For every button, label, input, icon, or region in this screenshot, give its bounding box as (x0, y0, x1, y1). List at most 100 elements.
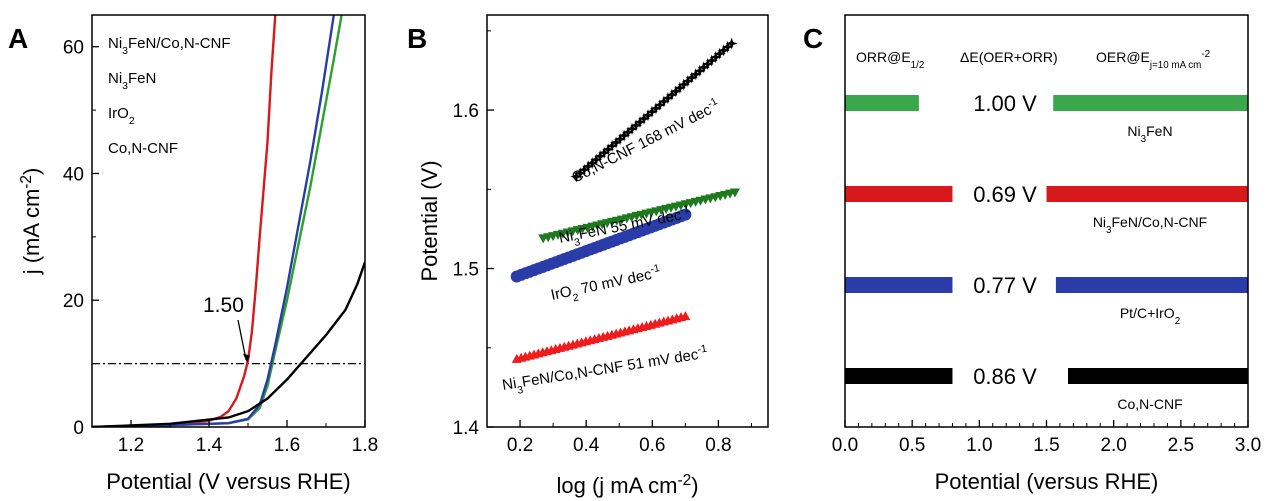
orr-bar (845, 186, 953, 202)
annotation-arrowhead (243, 353, 250, 363)
orr-bar (845, 95, 919, 111)
x-tick-label: 0.0 (832, 435, 858, 456)
x-tick-label: 3.0 (1235, 435, 1261, 456)
data-point (680, 311, 691, 321)
data-point (709, 51, 722, 64)
x-tick-label: 2.0 (1100, 435, 1126, 456)
data-point (626, 122, 639, 135)
data-point (618, 129, 631, 142)
legend-entry: IrO2 (108, 105, 135, 127)
x-tick-label: 0.5 (899, 435, 925, 456)
oer-bar (1053, 95, 1248, 111)
oer-bar (1055, 277, 1248, 293)
data-point (630, 119, 643, 132)
series-label: Co,N-CNF 168 mV dec-1 (568, 95, 722, 186)
legend-entry: Ni3FeN/Co,N-CNF (108, 35, 231, 57)
data-point (697, 61, 710, 74)
data-point (725, 37, 738, 50)
data-point (602, 143, 615, 156)
data-point (578, 163, 591, 176)
y-tick-label: 1.6 (453, 101, 479, 122)
data-point (661, 92, 674, 105)
y-tick-label: 20 (63, 291, 84, 312)
row-label: Ni3FeN/Co,N-CNF (1093, 214, 1207, 236)
series-1 (538, 188, 740, 244)
row-label: Ni3FeN (1127, 123, 1172, 145)
series-label: IrO2 70 mV dec-1 (549, 262, 664, 309)
legend-entry: Co,N-CNF (108, 140, 178, 157)
legend-entry: Ni3FeN (108, 70, 156, 92)
y-tick-label: 1.5 (453, 260, 479, 281)
series-3 (511, 311, 691, 363)
x-axis-label: log (j mA cm-2) (556, 472, 698, 499)
data-point (586, 156, 599, 169)
panel-label: B (407, 23, 427, 54)
axes-frame (91, 14, 366, 428)
row-label: Pt/C+IrO2 (1120, 305, 1180, 327)
y-axis-label: j (mA cm-2) (18, 168, 45, 276)
column-header: ORR@E1/2 (856, 49, 924, 71)
column-header: OER@Ej=10 mA cm-2 (1096, 49, 1210, 71)
x-tick-label: 0.8 (705, 435, 731, 456)
data-point (641, 109, 654, 122)
panel-a: 1.2 1.4 1.6 1.8 0 20 40 60 Potential (V versus R… (8, 14, 378, 494)
data-point (717, 44, 730, 57)
panel-label: A (8, 23, 28, 54)
column-header: ΔE(OER+ORR) (960, 49, 1058, 65)
data-point (610, 136, 623, 149)
data-point (721, 40, 734, 53)
delta-value: 0.77 V (973, 273, 1037, 298)
data-point (729, 188, 740, 198)
data-point (685, 71, 698, 84)
data-point (669, 85, 682, 98)
data-point (701, 58, 714, 71)
delta-value: 0.86 V (973, 364, 1037, 389)
x-tick-label: 1.4 (196, 435, 223, 456)
y-tick-label: 40 (63, 164, 84, 185)
panel-label: C (803, 23, 823, 54)
orr-bar (845, 277, 953, 293)
data-point (679, 208, 692, 221)
series-line-3 (92, 261, 365, 427)
delta-value: 0.69 V (973, 182, 1037, 207)
data-point (681, 75, 694, 88)
data-point (598, 146, 611, 159)
data-point (637, 112, 650, 125)
data-point (606, 139, 619, 152)
series-label: Ni3FeN/Co,N-CNF 51 mV dec-1 (501, 343, 710, 399)
data-point (665, 88, 678, 101)
axes-frame (486, 14, 769, 428)
data-point (713, 47, 726, 60)
y-axis-label: Potential (V) (417, 160, 442, 281)
x-tick-label: 1.6 (274, 435, 300, 456)
annotation-arrow (237, 319, 247, 360)
data-point (622, 126, 635, 139)
delta-value: 1.00 V (973, 91, 1037, 116)
y-tick-label: 60 (63, 38, 84, 59)
panel-c: 1.00 V Ni3FeN 0.69 V Ni3FeN/Co,N-CNF 0.77 V P… (803, 14, 1261, 494)
x-tick-label: 1.0 (966, 435, 992, 456)
data-point (689, 68, 702, 81)
data-point (570, 170, 583, 183)
data-point (673, 81, 686, 94)
data-point (614, 133, 627, 146)
data-point (582, 160, 595, 173)
x-tick-label: 1.2 (118, 435, 144, 456)
series-2 (510, 208, 692, 283)
data-point (657, 95, 670, 108)
annotation-label: 1.50 (203, 294, 244, 317)
data-point (594, 150, 607, 163)
y-tick-label: 1.4 (453, 418, 480, 439)
oer-bar (1067, 368, 1248, 384)
series-label: Ni3FeN 55 mV dec-1 (557, 203, 693, 252)
data-point (653, 98, 666, 111)
y-tick-label: 0 (73, 418, 84, 439)
x-tick-label: 1.8 (352, 435, 378, 456)
data-point (645, 105, 658, 118)
data-point (590, 153, 603, 166)
x-tick-label: 2.5 (1168, 435, 1194, 456)
row-label: Co,N-CNF (1117, 396, 1182, 412)
x-tick-label: 0.6 (639, 435, 665, 456)
panel-b: 0.2 0.4 0.6 0.8 1.4 1.5 1.6 log (j mA cm-2) Pote… (407, 14, 769, 499)
